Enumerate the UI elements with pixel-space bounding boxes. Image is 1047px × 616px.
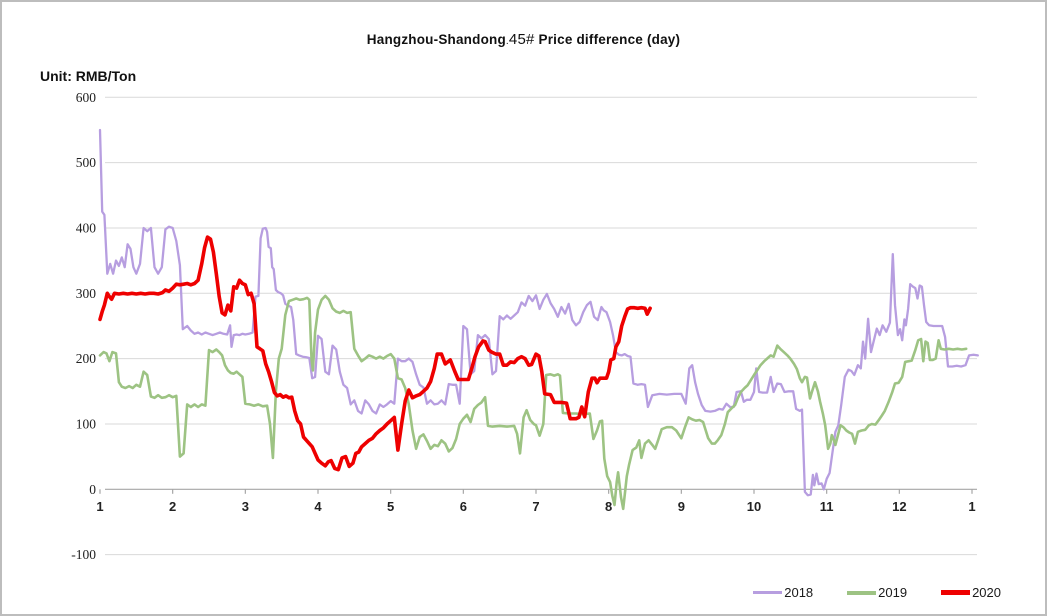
unit-label: Unit: RMB/Ton [40, 68, 137, 84]
legend-label: 2019 [878, 585, 908, 600]
y-tick-label: 0 [89, 482, 96, 497]
y-tick-label: 300 [76, 286, 97, 301]
legend-label: 2020 [972, 585, 1001, 600]
x-tick-label: 1 [96, 499, 103, 514]
series-2018-line [98, 128, 979, 497]
series-2019-line [98, 294, 968, 511]
x-tick-label: 11 [820, 499, 834, 514]
x-tick-label: 2 [169, 499, 176, 514]
legend-line-swatch [941, 590, 971, 595]
legend-line-swatch [847, 590, 877, 595]
x-tick-label: 10 [747, 499, 761, 514]
y-tick-label: 600 [76, 90, 97, 105]
page-title: Hangzhou-Shandong.45# Price difference (… [2, 31, 1045, 48]
x-tick-label: 9 [678, 499, 685, 514]
legend: 2018 2019 2020 [753, 585, 1001, 600]
y-tick-label: 200 [76, 351, 97, 366]
x-tick-label: 3 [242, 499, 249, 514]
legend-line-swatch [753, 591, 783, 594]
legend-item-2020: 2020 [941, 585, 1001, 600]
x-tick-label: 8 [605, 499, 612, 514]
x-tick-label: 6 [460, 499, 467, 514]
y-tick-label: 500 [76, 155, 97, 170]
legend-item-2019: 2019 [847, 585, 907, 600]
y-tick-label: 400 [76, 220, 97, 235]
x-tick-label: 1 [968, 499, 975, 514]
x-tick-label: 5 [387, 499, 394, 514]
x-tick-label: 4 [314, 499, 322, 514]
title-grade: 45# [508, 31, 535, 48]
legend-label: 2018 [784, 585, 814, 600]
y-tick-label: -100 [71, 547, 96, 562]
title-part1: Hangzhou-Shandong [366, 32, 506, 47]
x-tick-label: 7 [532, 499, 539, 514]
series-2020-line [98, 235, 652, 472]
title-separator: . [505, 36, 509, 47]
legend-item-2018: 2018 [753, 585, 813, 600]
y-tick-label: 100 [76, 416, 97, 431]
title-part3: Price difference (day) [534, 32, 681, 47]
x-tick-label: 12 [892, 499, 906, 514]
